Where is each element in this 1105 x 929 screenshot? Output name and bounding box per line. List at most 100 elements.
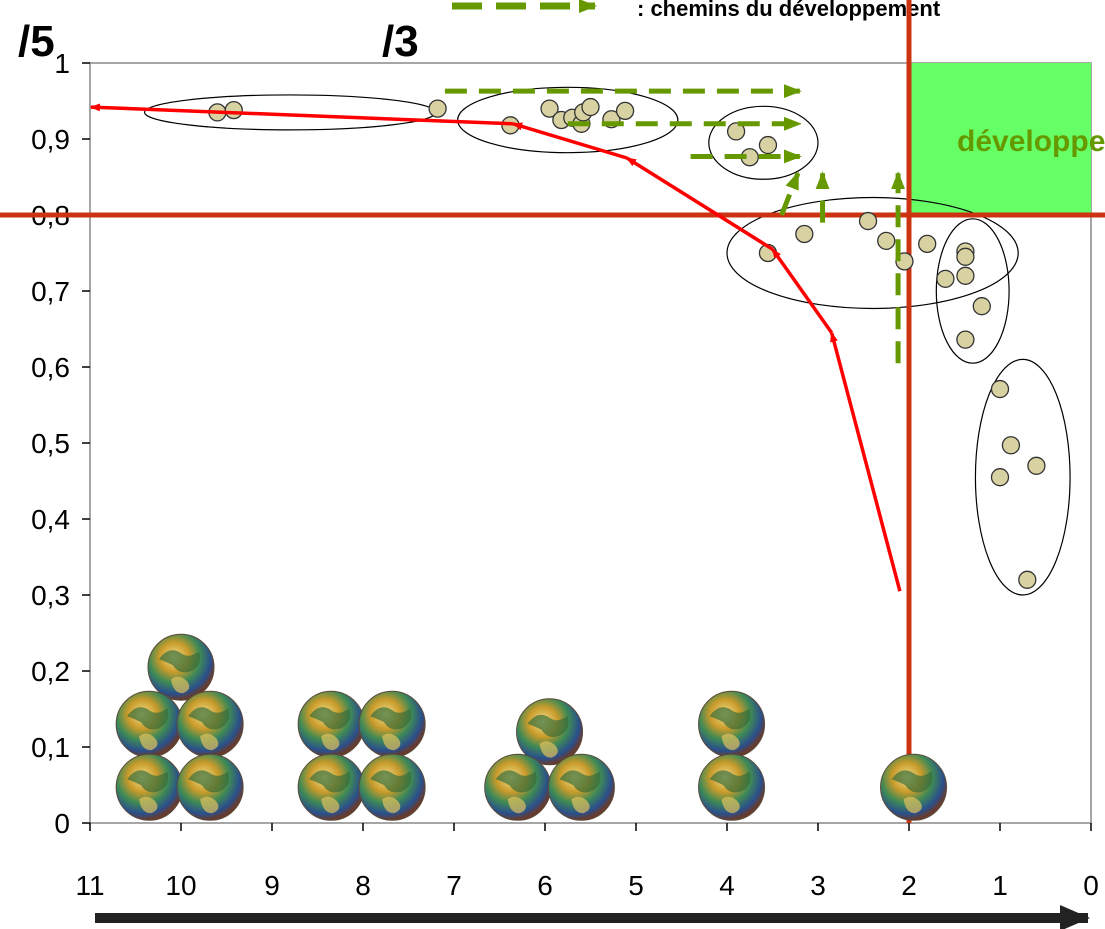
path-arrow xyxy=(512,122,628,160)
globe-land xyxy=(171,676,190,694)
globe-land xyxy=(527,714,569,737)
globe-land xyxy=(139,796,158,814)
data-point xyxy=(581,97,600,117)
legend-text: : chemins du développement xyxy=(637,0,941,21)
globe-land xyxy=(200,733,219,751)
cluster-ellipse xyxy=(708,105,819,180)
globe-land xyxy=(200,796,219,814)
y-tick-label: 0,7 xyxy=(31,276,70,307)
globe-land xyxy=(721,796,740,814)
data-point xyxy=(858,211,878,231)
path-arrow xyxy=(829,331,902,592)
x-tick-label: 9 xyxy=(264,870,280,901)
globe-icon xyxy=(297,690,365,758)
data-point xyxy=(877,231,896,250)
y-tick-label: 0 xyxy=(54,808,70,839)
globe-land xyxy=(495,770,537,793)
route-arrow xyxy=(779,171,801,216)
y-tick-label: 0,4 xyxy=(31,504,70,535)
globe-land xyxy=(127,770,169,793)
data-point xyxy=(540,99,559,118)
x-tick-label: 1 xyxy=(992,870,1008,901)
x-tick-label: 4 xyxy=(719,870,735,901)
x-tick-label: 6 xyxy=(537,870,553,901)
globe-land xyxy=(539,741,558,758)
data-point xyxy=(726,122,746,141)
path-arrow xyxy=(625,156,774,251)
x-tick-label: 8 xyxy=(355,870,371,901)
y-tick-label: 0,3 xyxy=(31,580,70,611)
data-point xyxy=(956,330,975,349)
globe-icon xyxy=(698,690,766,758)
globe-icon xyxy=(358,690,426,758)
globe-icon xyxy=(147,633,215,701)
globe-land xyxy=(382,796,401,814)
data-point xyxy=(428,99,447,118)
x-tick-label: 3 xyxy=(810,870,826,901)
globe-land xyxy=(309,707,351,730)
globe-land xyxy=(709,707,751,730)
globe-icon xyxy=(880,753,948,821)
globe-icon xyxy=(547,753,615,821)
globe-land xyxy=(891,770,933,793)
development-zone xyxy=(909,63,1091,215)
y-tick-label: 0,1 xyxy=(31,732,70,763)
header-label-right: /3 xyxy=(382,17,419,66)
globe-icon xyxy=(176,690,244,758)
globe-icon xyxy=(358,753,426,821)
globe-land xyxy=(159,650,200,673)
globe-land xyxy=(188,707,230,730)
data-point xyxy=(758,135,778,155)
globe-land xyxy=(370,770,412,793)
globe-land xyxy=(507,796,526,814)
x-tick-label: 10 xyxy=(165,870,196,901)
data-point xyxy=(1001,436,1021,455)
data-point xyxy=(918,234,937,254)
data-point xyxy=(990,468,1010,487)
cluster-ellipse xyxy=(974,358,1071,596)
y-tick-label: 1 xyxy=(54,48,70,79)
data-point xyxy=(1027,456,1046,475)
data-point xyxy=(615,101,635,121)
globe-icon xyxy=(115,690,183,758)
header-label-left: /5 xyxy=(18,17,55,66)
globe-land xyxy=(188,770,230,793)
data-point xyxy=(956,247,975,266)
globe-land xyxy=(559,770,601,793)
cluster-ellipse xyxy=(726,196,1019,310)
globe-land xyxy=(721,733,740,751)
x-tick-label: 7 xyxy=(446,870,462,901)
data-point xyxy=(224,100,243,120)
data-point xyxy=(956,266,975,285)
globe-land xyxy=(903,796,922,814)
globe-icon xyxy=(698,753,766,821)
globe-land xyxy=(571,796,590,814)
data-point xyxy=(972,297,991,316)
x-tick-label: 11 xyxy=(75,870,104,901)
globe-land xyxy=(127,707,169,730)
cluster-ellipse xyxy=(935,218,1010,364)
globe-land xyxy=(382,733,401,751)
x-tick-label: 5 xyxy=(628,870,644,901)
globe-icon xyxy=(484,753,552,821)
y-tick-label: 0,5 xyxy=(31,428,70,459)
globe-icon xyxy=(115,753,183,821)
globe-land xyxy=(309,770,351,793)
y-tick-label: 0,2 xyxy=(31,656,70,687)
data-point xyxy=(936,269,955,288)
x-tick-label: 0 xyxy=(1083,870,1099,901)
globe-land xyxy=(321,796,340,814)
globe-land xyxy=(321,733,340,751)
zone-label: développement xyxy=(957,125,1105,158)
data-point xyxy=(1018,570,1037,589)
globe-land xyxy=(139,733,158,751)
globe-icon xyxy=(297,753,365,821)
path-arrow xyxy=(89,103,514,126)
globe-land xyxy=(370,707,412,730)
y-tick-label: 0,6 xyxy=(31,352,70,383)
path-arrow xyxy=(771,248,834,334)
data-point xyxy=(795,224,814,244)
globe-icon xyxy=(176,753,244,821)
globe-icon xyxy=(516,698,584,766)
